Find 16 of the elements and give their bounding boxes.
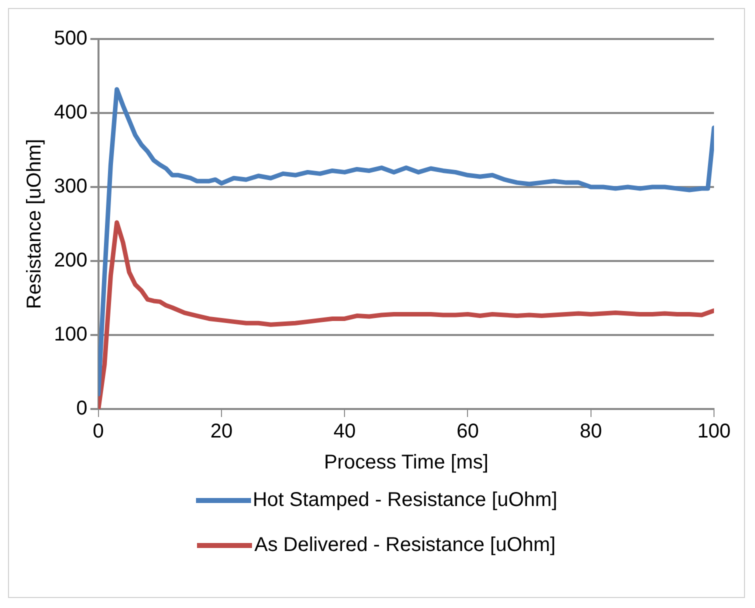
y-tick-label: 100	[54, 324, 88, 346]
x-tick-label: 60	[456, 420, 479, 443]
y-tick-label: 500	[54, 28, 88, 50]
x-axis-title: Process Time [ms]	[324, 452, 488, 474]
y-tick-label: 300	[54, 176, 88, 198]
legend-label: As Delivered - Resistance [uOhm]	[254, 534, 556, 557]
y-tick-label: 400	[54, 102, 88, 124]
x-tick-label: 40	[333, 420, 356, 443]
x-tick-label: 100	[697, 420, 731, 443]
x-tick-label: 0	[92, 420, 104, 443]
legend-label: Hot Stamped - Resistance [uOhm]	[252, 489, 558, 512]
y-axis-title: Resistance [uOhm]	[24, 138, 46, 310]
y-tick-label: 200	[54, 250, 88, 272]
y-tick-label: 0	[76, 398, 88, 420]
x-tick-label: 80	[580, 420, 602, 443]
x-tick-label: 20	[210, 420, 233, 443]
